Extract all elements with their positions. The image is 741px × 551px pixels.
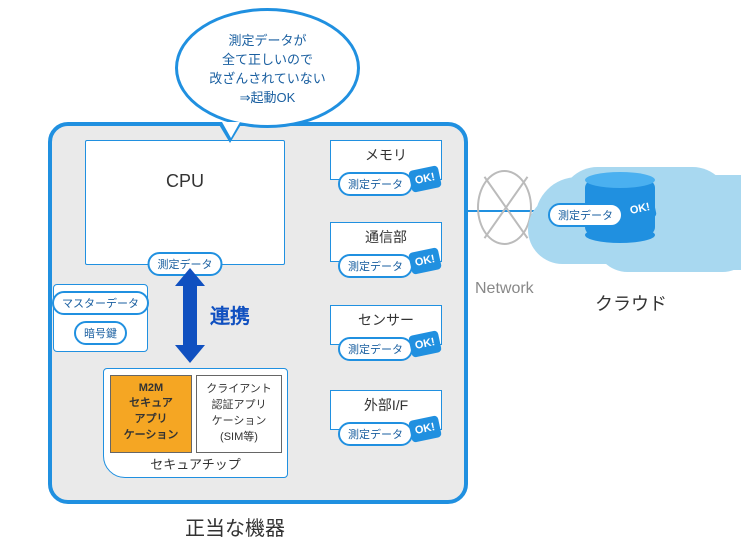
network-label: Network [475, 280, 534, 298]
cpu-box: CPU 測定データ [85, 140, 285, 265]
pill-master: マスターデータ [52, 291, 149, 315]
network-icon-x [477, 170, 532, 245]
speech-text: 測定データが 全て正しいので 改ざんされていない ⇒起動OK [209, 30, 326, 106]
side-box: マスターデータ 暗号鍵 [53, 284, 148, 352]
cpu-label: CPU [166, 171, 204, 191]
cloud-label: クラウド [595, 290, 667, 316]
link-arrow-icon [175, 268, 205, 363]
pill-cloud: 測定データ [548, 203, 623, 227]
secure-chip-label: セキュアチップ [104, 454, 287, 473]
secure-app2: クライアント 認証アプリ ケーション (SIM等) [196, 375, 282, 453]
link-label: 連携 [210, 300, 250, 329]
device-label: 正当な機器 [185, 512, 285, 541]
pill-key: 暗号鍵 [74, 321, 127, 345]
pill-sensor: 測定データ [338, 337, 413, 361]
speech-bubble: 測定データが 全て正しいので 改ざんされていない ⇒起動OK [175, 8, 360, 128]
secure-app1: M2M セキュア アプリ ケーション [110, 375, 192, 453]
pill-comm: 測定データ [338, 254, 413, 278]
pill-memory: 測定データ [338, 172, 413, 196]
pill-ext: 測定データ [338, 422, 413, 446]
secure-chip: M2M セキュア アプリ ケーション クライアント 認証アプリ ケーション (S… [103, 368, 288, 478]
